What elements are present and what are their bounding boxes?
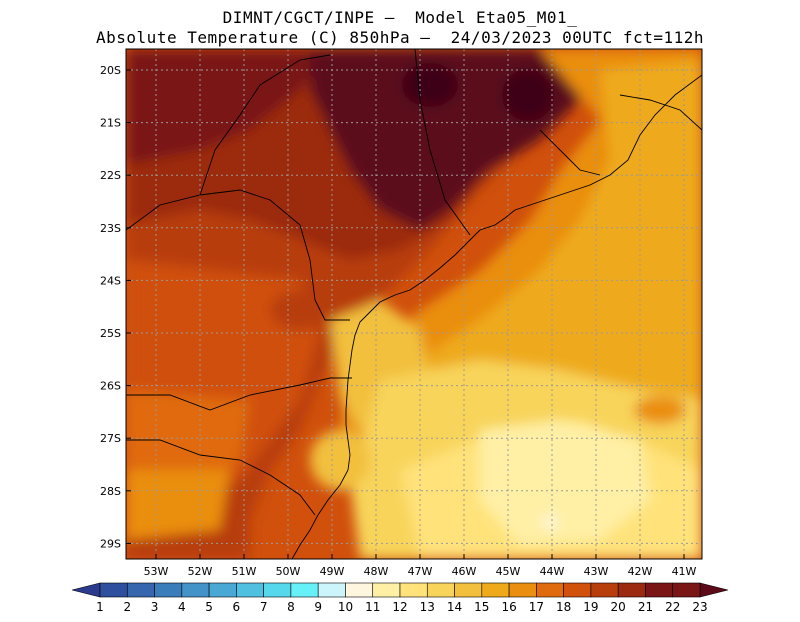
colorbar-label: 4 [178,600,186,614]
lon-label-44w: 44W [540,565,565,578]
lon-label-53w: 53W [144,565,169,578]
colorbar-label: 8 [287,600,295,614]
colorbar-label: 13 [420,600,435,614]
colorbar-label: 11 [365,600,380,614]
colorbar-label: 19 [583,600,598,614]
colorbar-swatch [645,582,674,598]
colorbar-label: 23 [692,600,707,614]
lon-label-45w: 45W [496,565,521,578]
colorbar-swatch [317,582,346,598]
lon-label-48w: 48W [364,565,389,578]
graticule [126,49,702,559]
lon-label-51w: 51W [232,565,257,578]
colorbar-label: 3 [151,600,159,614]
colorbar-swatch [99,582,128,598]
lat-label-27s: 27S [100,432,121,445]
colorbar-label: 16 [501,600,516,614]
lat-label-26s: 26S [100,380,121,393]
colorbar: 1 2 3 4 5 6 7 8 9 10 11 12 13 14 15 16 17 18 19 20 21 22 23 [71,582,729,614]
lat-label-21s: 21S [100,117,121,130]
lon-label-43w: 43W [584,565,609,578]
colorbar-label: 21 [638,600,653,614]
colorbar-label: 17 [529,600,544,614]
colorbar-swatch [481,582,510,598]
colorbar-swatch [590,582,619,598]
colorbar-swatch [399,582,428,598]
colorbar-swatch [154,582,183,598]
temperature-field [126,49,702,559]
colorbar-label: 10 [338,600,353,614]
colorbar-label: 14 [447,600,462,614]
lon-label-47w: 47W [408,565,433,578]
colorbar-swatch [563,582,592,598]
colorbar-swatch [372,582,401,598]
colorbar-left-arrow [71,582,101,598]
colorbar-label: 20 [611,600,626,614]
colorbar-swatch [454,582,483,598]
lat-label-20s: 20S [100,64,121,77]
lon-label-41w: 41W [672,565,697,578]
lat-label-25s: 25S [100,327,121,340]
colorbar-swatch [508,582,537,598]
lon-label-42w: 42W [628,565,653,578]
lat-label-29s: 29S [100,537,121,550]
colorbar-label: 9 [314,600,322,614]
coastline-and-borders [126,49,702,559]
colorbar-swatch [290,582,319,598]
lat-label-23s: 23S [100,222,121,235]
colorbar-swatch [536,582,564,598]
colorbar-label: 1 [96,600,104,614]
chart-title-line-1: DIMNT/CGCT/INPE – Model Eta05_M01_ [222,8,578,27]
map-frame [125,48,703,560]
colorbar-swatch [236,582,264,598]
chart-title-line-2: Absolute Temperature (C) 850hPa – 24/03/… [96,28,704,47]
lon-label-49w: 49W [320,565,345,578]
longitude-labels: 53W 52W 51W 50W 49W 48W 47W 46W 45W 44W 43W 42W 41W [144,554,697,578]
colorbar-label: 2 [123,600,131,614]
colorbar-swatch [345,582,374,598]
colorbar-right-arrow [699,582,729,598]
colorbar-swatch [126,582,155,598]
colorbar-label: 22 [665,600,680,614]
colorbar-label: 18 [556,600,571,614]
lon-label-52w: 52W [188,565,213,578]
lat-label-28s: 28S [100,485,121,498]
colorbar-label: 6 [233,600,241,614]
latitude-labels: 20S 21S 22S 23S 24S 25S 26S 27S 28S 29S [100,64,131,550]
colorbar-label: 7 [260,600,268,614]
lon-label-50w: 50W [276,565,301,578]
lon-label-46w: 46W [452,565,477,578]
colorbar-label: 15 [474,600,489,614]
colorbar-swatch [426,582,455,598]
lat-label-24s: 24S [100,274,121,287]
colorbar-swatch [617,582,646,598]
lat-label-22s: 22S [100,169,121,182]
colorbar-swatch [672,582,701,598]
colorbar-swatch [208,582,237,598]
colorbar-label: 12 [392,600,407,614]
colorbar-swatch [181,582,210,598]
colorbar-label: 5 [205,600,213,614]
colorbar-swatch [263,582,292,598]
